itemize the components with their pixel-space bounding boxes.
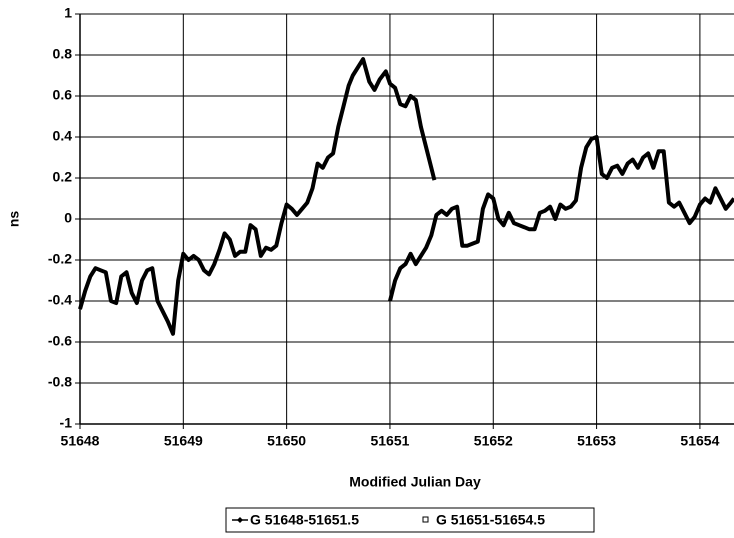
y-tick-label: -0.6	[48, 333, 72, 349]
series-line	[78, 57, 437, 336]
y-tick-label: -1	[60, 415, 73, 431]
x-tick-label: 51650	[267, 433, 306, 449]
y-axis-label: ns	[6, 211, 22, 228]
y-tick-label: 1	[64, 5, 72, 21]
y-tick-label: -0.8	[48, 374, 72, 390]
x-tick-label: 51653	[577, 433, 616, 449]
legend-marker	[237, 517, 243, 523]
x-axis-label: Modified Julian Day	[349, 474, 481, 490]
x-tick-label: 51652	[474, 433, 513, 449]
legend-box	[225, 507, 595, 533]
x-tick-label: 51649	[164, 433, 203, 449]
series-line	[388, 135, 734, 302]
y-tick-label: -0.4	[48, 292, 72, 308]
x-tick-label: 51648	[61, 433, 100, 449]
y-tick-label: -0.2	[48, 251, 72, 267]
legend-label: G 51648-51651.5	[250, 512, 359, 528]
y-tick-label: 0.2	[53, 169, 73, 185]
legend-label: G 51651-51654.5	[436, 512, 545, 528]
y-tick-label: 0.4	[53, 128, 73, 144]
x-tick-label: 51651	[370, 433, 409, 449]
y-tick-label: 0	[64, 210, 72, 226]
y-tick-label: 0.6	[53, 87, 73, 103]
x-tick-label: 51654	[680, 433, 719, 449]
legend-marker	[422, 516, 429, 523]
y-tick-label: 0.8	[53, 46, 73, 62]
